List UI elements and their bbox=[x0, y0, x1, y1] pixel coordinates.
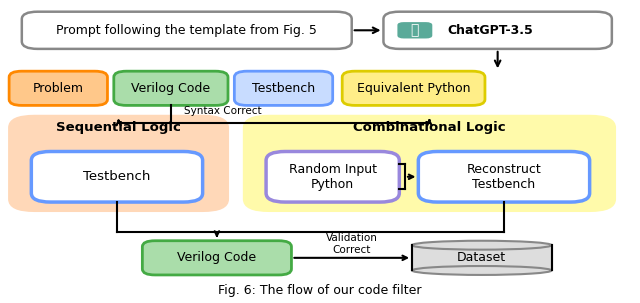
Text: Prompt following the template from Fig. 5: Prompt following the template from Fig. … bbox=[56, 24, 317, 37]
Ellipse shape bbox=[412, 241, 552, 250]
Text: Random Input
Python: Random Input Python bbox=[289, 163, 377, 191]
FancyBboxPatch shape bbox=[22, 12, 352, 49]
FancyBboxPatch shape bbox=[142, 241, 291, 275]
FancyBboxPatch shape bbox=[397, 22, 432, 38]
FancyBboxPatch shape bbox=[383, 12, 612, 49]
Ellipse shape bbox=[412, 266, 552, 275]
Text: Sequential Logic: Sequential Logic bbox=[56, 121, 181, 134]
FancyBboxPatch shape bbox=[114, 71, 228, 105]
Text: Testbench: Testbench bbox=[83, 170, 150, 183]
Text: Fig. 6: The flow of our code filter: Fig. 6: The flow of our code filter bbox=[218, 284, 422, 297]
Text: Validation
Correct: Validation Correct bbox=[326, 233, 378, 255]
Text: Syntax Correct: Syntax Correct bbox=[184, 106, 261, 116]
Bar bbox=[412, 245, 552, 271]
FancyBboxPatch shape bbox=[234, 71, 333, 105]
Bar bbox=[412, 245, 552, 271]
FancyBboxPatch shape bbox=[9, 71, 108, 105]
Text: ChatGPT-3.5: ChatGPT-3.5 bbox=[447, 24, 532, 37]
Text: Reconstruct
Testbench: Reconstruct Testbench bbox=[467, 163, 541, 191]
FancyBboxPatch shape bbox=[342, 71, 485, 105]
Text: Verilog Code: Verilog Code bbox=[177, 251, 257, 264]
FancyBboxPatch shape bbox=[9, 116, 228, 211]
FancyBboxPatch shape bbox=[266, 152, 399, 202]
Text: Equivalent Python: Equivalent Python bbox=[357, 82, 470, 95]
Text: Testbench: Testbench bbox=[252, 82, 315, 95]
FancyBboxPatch shape bbox=[419, 152, 589, 202]
Text: Verilog Code: Verilog Code bbox=[131, 82, 211, 95]
Text: ✨: ✨ bbox=[411, 23, 419, 37]
Text: Problem: Problem bbox=[33, 82, 84, 95]
Text: Combinational Logic: Combinational Logic bbox=[353, 121, 506, 134]
FancyBboxPatch shape bbox=[244, 116, 615, 211]
Text: Dataset: Dataset bbox=[457, 251, 506, 264]
FancyBboxPatch shape bbox=[31, 152, 203, 202]
